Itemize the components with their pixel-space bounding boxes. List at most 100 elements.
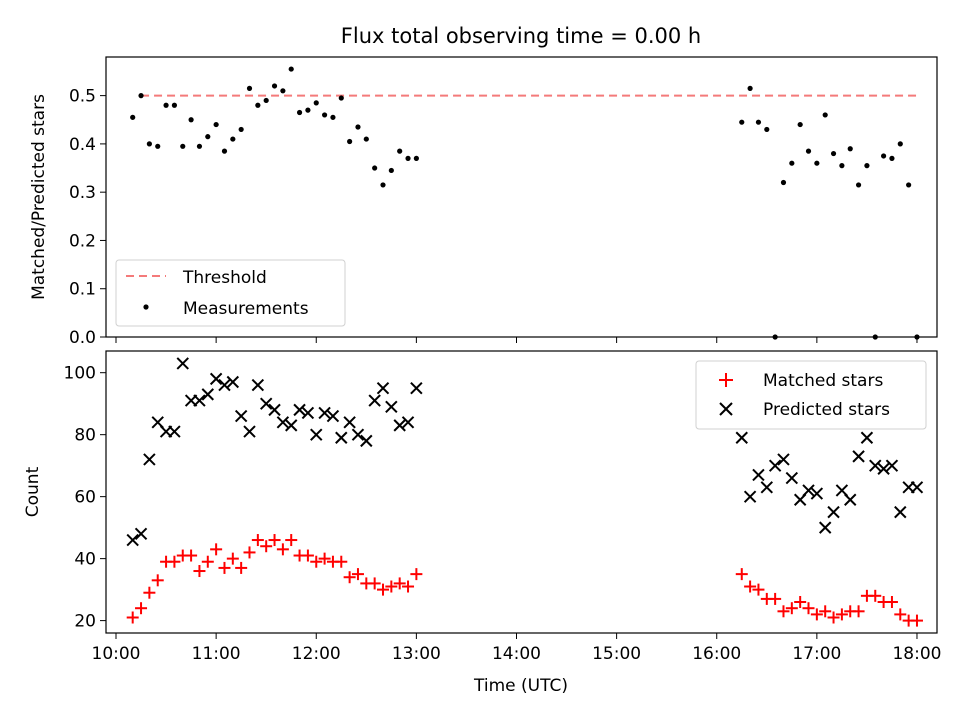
ratio-y-ticks: 0.0 0.1 0.2 0.3 0.4 0.5: [69, 87, 106, 348]
x-tick-label: 17:00: [792, 644, 841, 664]
predicted-star-point: [869, 459, 882, 472]
measurement-point: [847, 146, 853, 152]
count-plot-frame: [105, 350, 938, 634]
predicted-star-point: [818, 521, 832, 534]
matched-star-point: [310, 555, 323, 568]
predicted-star-point: [768, 459, 782, 472]
measurement-point: [155, 143, 161, 149]
matched-star-point: [276, 543, 289, 556]
predicted-star-point: [785, 471, 799, 485]
predicted-star-point: [743, 490, 757, 503]
measurement-point: [889, 155, 895, 161]
x-tick-label: 13:00: [392, 644, 441, 664]
predicted-star-point: [810, 487, 824, 500]
matched-star-point: [910, 614, 923, 627]
x-tick-label: 16:00: [692, 644, 741, 664]
matched-star-point: [143, 586, 156, 599]
predicted-star-point: [351, 428, 365, 441]
measurement-point: [872, 334, 878, 340]
predicted-star-point: [301, 406, 315, 420]
ratio-y-tick-label: 0.5: [69, 87, 96, 107]
measurement-point: [755, 119, 762, 125]
matched-star-point: [810, 608, 823, 621]
predicted-star-point: [802, 484, 815, 497]
ratio-y-tick-label: 0.2: [69, 231, 96, 251]
measurement-point: [171, 102, 178, 108]
matched-star-point: [777, 605, 790, 618]
measurement-point: [914, 334, 920, 340]
matched-star-point: [351, 568, 364, 581]
predicted-star-point: [326, 409, 340, 423]
measurement-point: [213, 121, 219, 128]
predicted-star-point: [368, 394, 381, 407]
measurement-point: [789, 160, 795, 166]
measurement-point: [138, 93, 144, 99]
measurement-point: [372, 165, 378, 171]
count-legend-box: [695, 360, 927, 430]
measurement-point: [263, 97, 269, 104]
predicted-star-point: [401, 416, 415, 429]
matched-star-point: [201, 555, 214, 568]
predicted-star-point: [894, 505, 907, 519]
measurement-point: [747, 85, 753, 91]
measurement-point: [180, 143, 186, 149]
matched-star-point: [168, 555, 181, 568]
matched-star-point: [802, 602, 815, 615]
measurement-point: [188, 117, 194, 123]
measurement-point: [814, 160, 820, 166]
predicted-star-point: [877, 462, 890, 475]
matched-stars-points: [126, 534, 923, 627]
measurement-point: [906, 182, 912, 188]
measurement-point: [772, 334, 778, 340]
ratio-legend-box: [115, 259, 346, 327]
predicted-star-point: [293, 403, 306, 417]
matched-star-point: [243, 546, 256, 559]
measurement-point: [255, 102, 261, 108]
matched-star-point: [385, 580, 398, 593]
legend-matched-swatch: [719, 373, 733, 387]
measurement-point: [764, 126, 770, 133]
predicted-star-point: [335, 431, 348, 444]
measurement-point: [221, 148, 228, 154]
matched-star-point: [410, 568, 423, 581]
predicted-star-point: [209, 372, 223, 386]
predicted-star-point: [885, 459, 899, 472]
count-y-tick-label: 80: [74, 426, 96, 446]
matched-star-point: [794, 596, 807, 609]
measurement-points: [130, 66, 920, 340]
matched-star-point: [226, 552, 239, 565]
ratio-y-tick-label: 0.0: [69, 328, 96, 348]
measurement-point: [196, 143, 203, 149]
matched-star-point: [335, 555, 348, 568]
measurement-point: [246, 85, 253, 91]
predicted-star-point: [268, 403, 281, 417]
matched-star-point: [151, 574, 164, 587]
ratio-y-tick-label: 0.3: [69, 183, 96, 203]
measurement-point: [313, 100, 319, 106]
measurement-point: [288, 66, 294, 72]
legend-predicted-swatch: [719, 402, 733, 416]
predicted-star-point: [318, 406, 331, 420]
matched-star-point: [210, 543, 223, 556]
matched-star-point: [268, 534, 281, 547]
count-x-ticks: 10:00 11:00 12:00 13:00 14:00 15:00 16:00 17:00…: [92, 633, 941, 664]
legend-matched-label: Matched stars: [763, 371, 883, 391]
matched-star-point: [835, 608, 848, 621]
ratio-legend: Threshold Measurements: [115, 259, 346, 327]
x-axis-label: Time (UTC): [473, 676, 568, 696]
predicted-star-point: [310, 428, 323, 441]
measurement-point: [822, 112, 828, 118]
measurement-point: [797, 121, 803, 128]
predicted-star-point: [777, 453, 790, 466]
count-y-tick-label: 20: [74, 612, 96, 632]
matched-star-point: [744, 580, 757, 593]
chart-title: Flux total observing time = 0.00 h: [341, 24, 701, 48]
predicted-star-point: [134, 527, 148, 541]
predicted-star-point: [760, 481, 774, 494]
measurement-point: [296, 109, 303, 116]
measurement-point: [855, 182, 862, 188]
matched-star-point: [126, 611, 139, 624]
matched-star-point: [852, 605, 865, 618]
measurement-point: [305, 107, 311, 113]
measurement-point: [405, 155, 411, 161]
